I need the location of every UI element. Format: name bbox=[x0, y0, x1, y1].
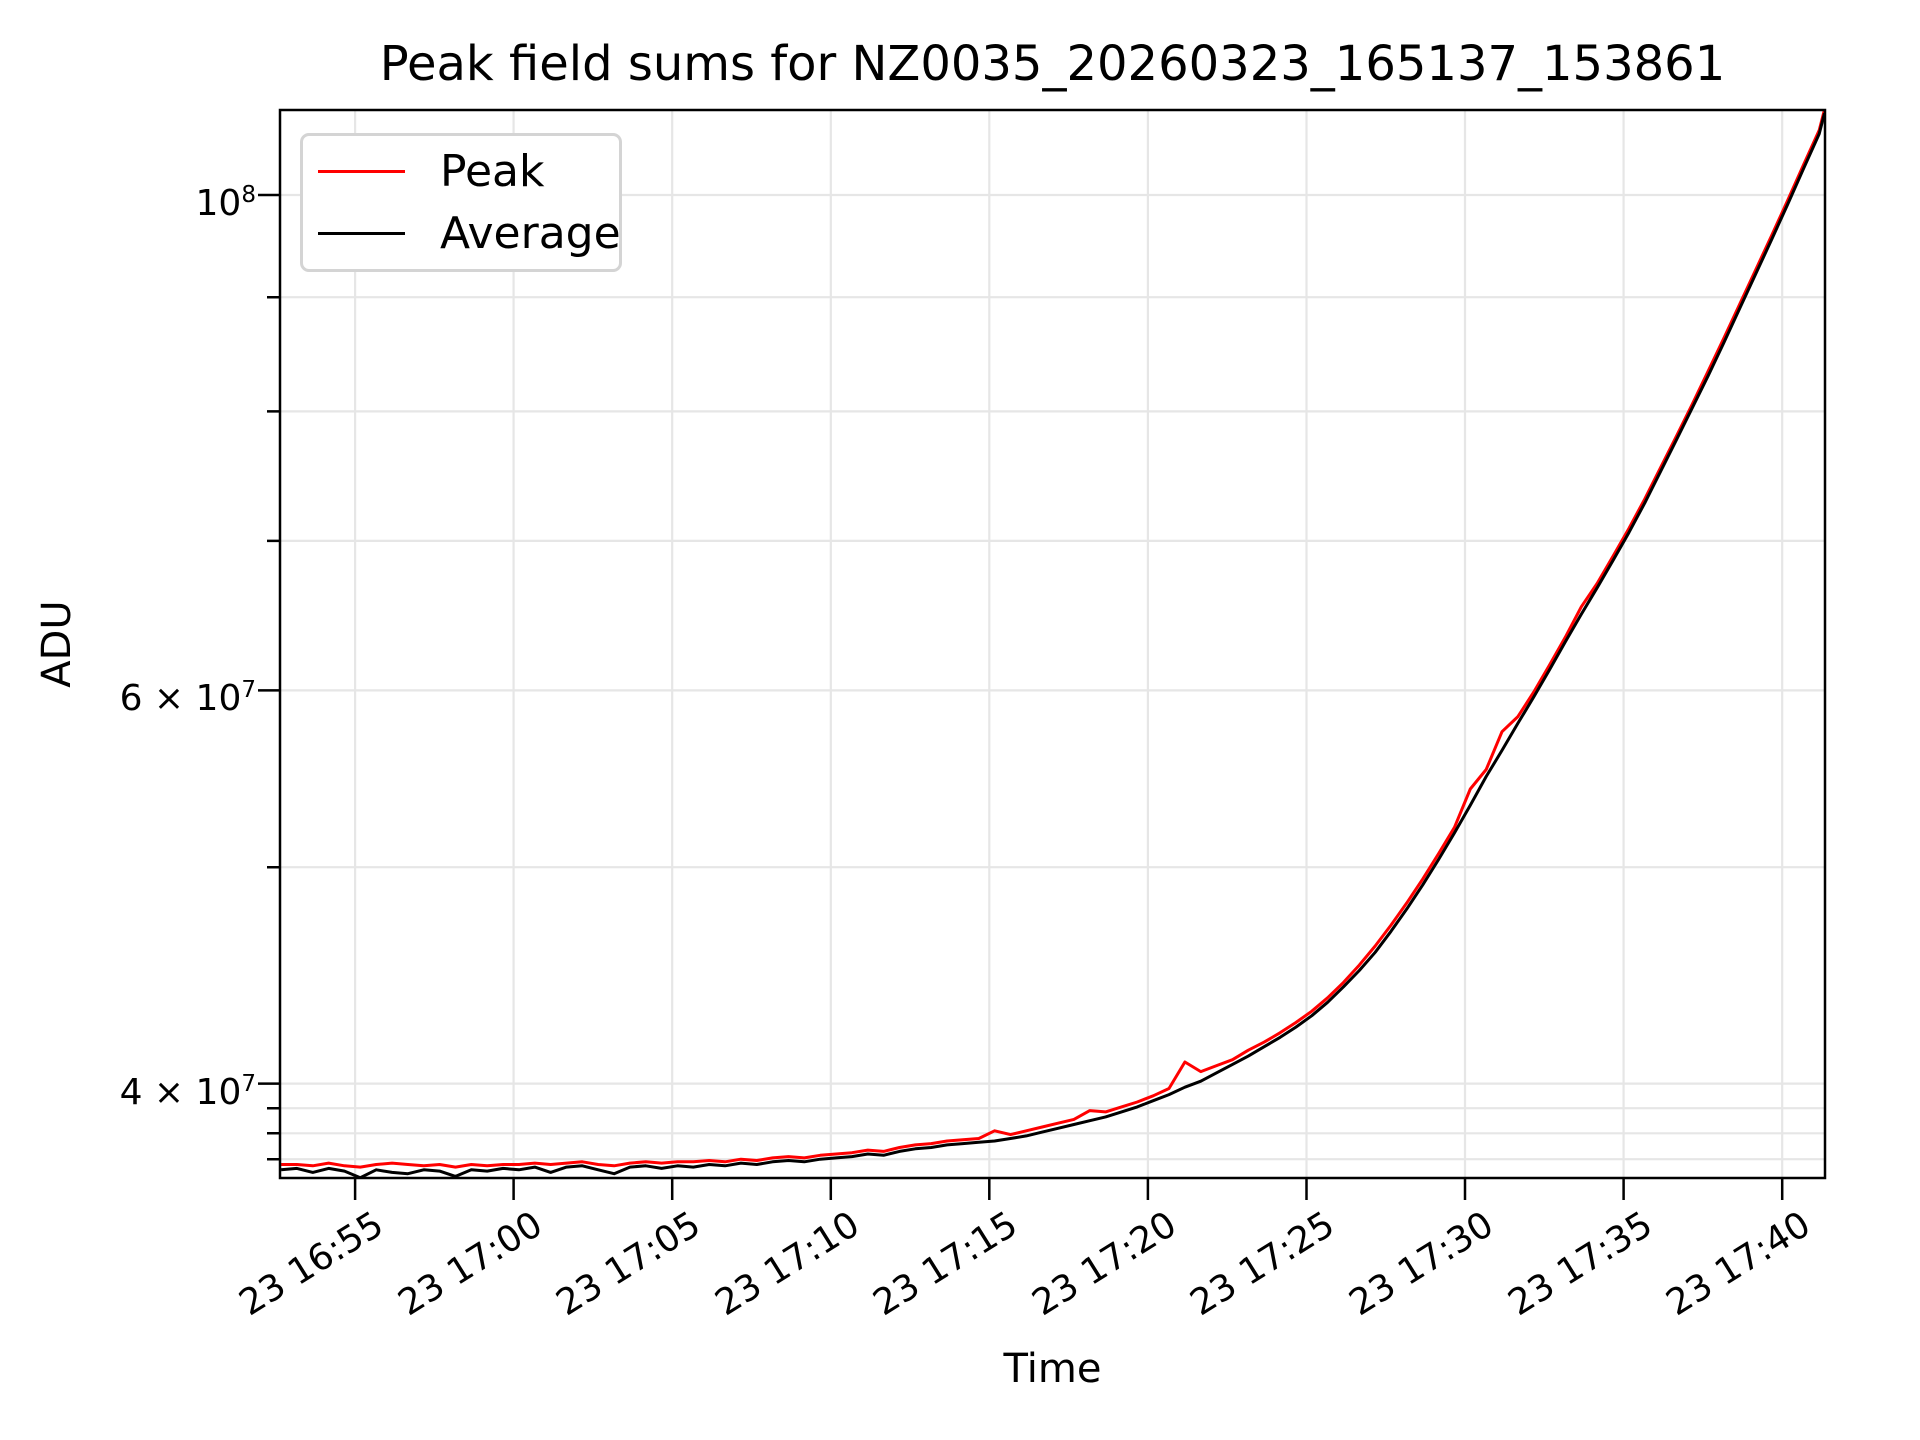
average-line bbox=[280, 112, 1825, 1178]
legend-item-average: Average bbox=[318, 207, 621, 259]
y-tick-label: 6 × 107 bbox=[119, 677, 256, 720]
tick-marks bbox=[258, 193, 1784, 1200]
axes-frame bbox=[278, 108, 1827, 1180]
legend-label-average: Average bbox=[440, 207, 621, 259]
data-lines bbox=[280, 110, 1825, 1178]
legend: Peak Average bbox=[300, 133, 622, 272]
average-line-sample bbox=[318, 232, 405, 235]
y-tick-label: 108 bbox=[195, 181, 256, 224]
peak-line-sample bbox=[318, 170, 405, 173]
peak-line bbox=[281, 110, 1825, 1169]
y-tick-label: 4 × 107 bbox=[119, 1070, 256, 1113]
y-axis-label: ADU bbox=[34, 600, 80, 688]
legend-item-peak: Peak bbox=[318, 145, 619, 197]
legend-label-peak: Peak bbox=[440, 145, 545, 197]
chart-title: Peak field sums for NZ0035_20260323_1651… bbox=[379, 36, 1726, 92]
x-axis-label: Time bbox=[1003, 1346, 1102, 1392]
gridlines bbox=[280, 110, 1825, 1178]
